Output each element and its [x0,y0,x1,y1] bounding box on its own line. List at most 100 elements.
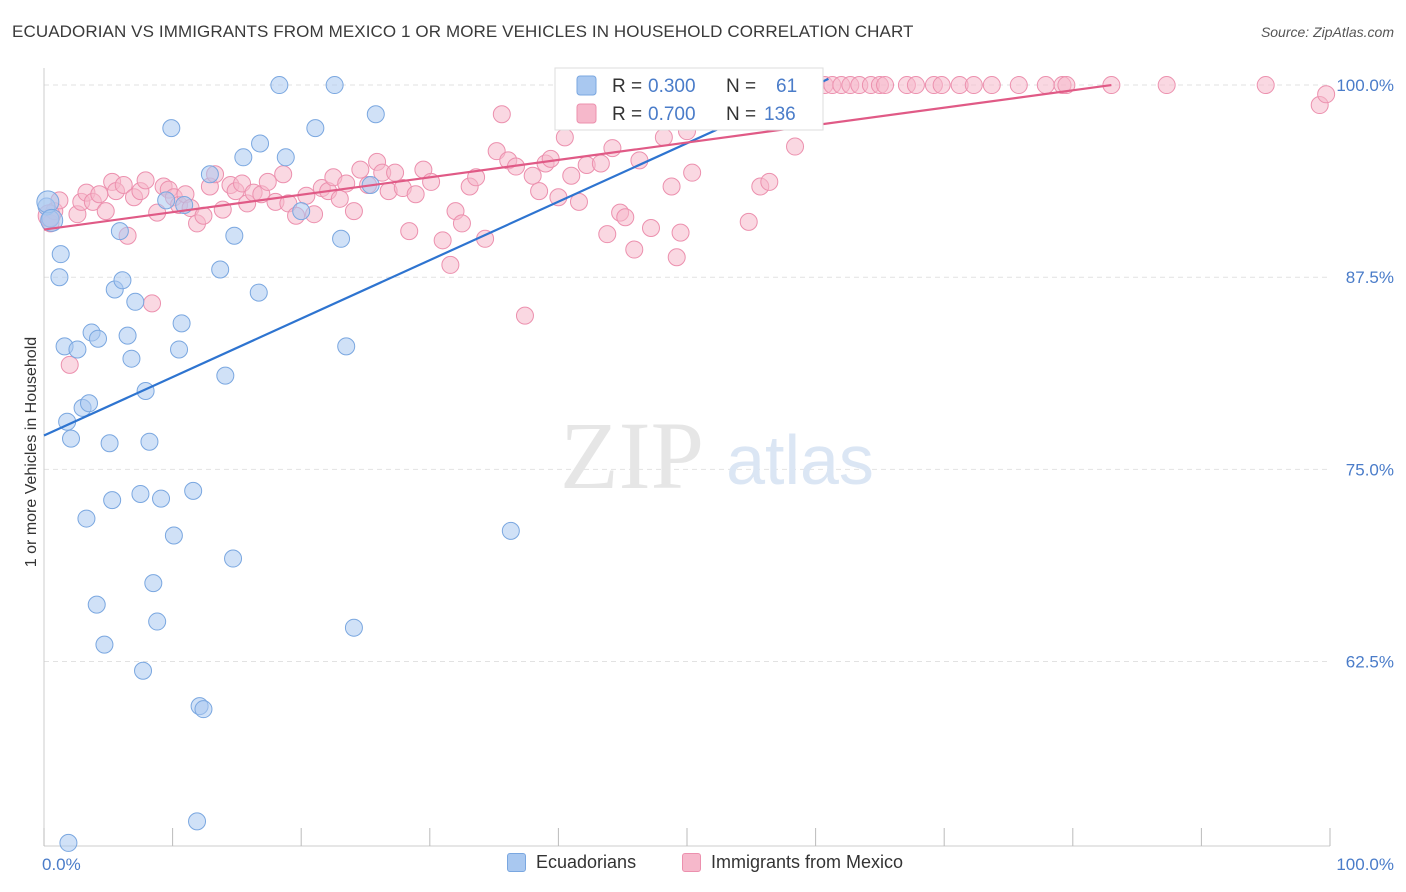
legend-swatch-blue [507,853,526,872]
ecuadorian-point-45 [234,148,253,167]
mexico-point-68 [492,105,511,124]
ecuadorian-point-33 [170,340,189,359]
ecuadorian-point-30 [157,191,176,210]
ecuadorian-point-20 [118,326,137,345]
mexico-point-73 [530,182,549,201]
stats-legend-box [554,67,824,131]
mexico-point-56 [400,222,419,241]
mexico-point-71 [515,306,534,325]
mexico-point-57 [406,185,425,204]
ecuadorian-point-24 [134,661,153,680]
ecuadorian-point-27 [144,574,163,593]
ecuadorian-point-6 [62,429,81,448]
watermark-zip: ZIP [560,402,704,509]
stats-r-value-2: 0.700 [648,104,696,125]
mexico-point-91 [667,248,686,267]
stats-r-label-1: R = [612,76,642,97]
stats-swatch-blue [576,75,597,96]
x-tick-label-left: 0.0% [42,855,81,874]
ecuadorian-point-43 [224,549,243,568]
ecuadorian-point-13 [89,329,108,348]
mexico-point-38 [274,165,293,184]
legend-item-immigrants-from-mexico[interactable]: Immigrants from Mexico [682,852,903,873]
mexico-point-125 [1036,76,1055,95]
mexico-point-54 [386,163,405,182]
mexico-point-90 [662,177,681,196]
bottom-legend: Ecuadorians Immigrants from Mexico [0,852,1406,878]
mexico-point-88 [641,219,660,238]
mexico-point-75 [541,149,560,168]
ecuadorian-point-2 [50,268,69,287]
ecuadorian-point-9 [77,509,96,528]
chart-source: Source: ZipAtlas.com [1260,24,1394,40]
trend-line-immigrants-from-mexico [43,83,1112,231]
mexico-point-60 [433,231,452,250]
x-tick-label-right: 100.0% [1336,855,1394,874]
ecuadorian-point-51 [306,119,325,138]
stats-legend: R = 0.300 N = 61 R = 0.700 N = 136 [554,67,824,131]
mexico-point-124 [1009,76,1028,95]
mexico-point-123 [982,76,1001,95]
ecuadorian-point-50 [292,202,311,221]
mexico-point-16 [136,171,155,190]
ecuadorian-point-41 [211,260,230,279]
stats-r-label-2: R = [612,104,642,125]
ecuadorian-point-42 [216,366,235,385]
mexico-point-122 [964,76,983,95]
mexico-point-132 [1317,85,1336,104]
y-tick-label-3: 62.5% [1346,653,1394,672]
stats-n-value-2: 136 [764,104,796,125]
ecuadorian-point-52 [325,76,344,95]
y-tick-label-0: 100.0% [1336,76,1394,95]
mexico-point-81 [591,154,610,173]
watermark-atlas: atlas [726,421,874,499]
mexico-point-89 [654,128,673,147]
ecuadorian-point-58 [501,521,520,540]
legend-label-immigrants-from-mexico: Immigrants from Mexico [711,852,904,872]
chart-title: ECUADORIAN VS IMMIGRANTS FROM MEXICO 1 O… [12,22,914,41]
ecuadorian-point-26 [140,432,159,451]
trend-lines [43,77,1112,437]
legend-swatch-pink [682,853,701,872]
mexico-point-129 [1157,76,1176,95]
mexico-point-17 [143,294,162,313]
stats-n-label-2: N = [726,104,756,125]
mexico-point-65 [467,168,486,187]
mexico-point-77 [555,128,574,147]
y-axis-label: 1 or more Vehicles in Household [23,336,40,568]
mexico-point-130 [1256,76,1275,95]
stats-swatch-pink [576,103,597,124]
ecuadorian-point-12 [87,595,106,614]
mexico-point-48 [344,202,363,221]
ecuadorian-point-57 [366,105,385,124]
mexico-point-3 [60,355,79,374]
series-ecuadorians [36,76,520,852]
ecuadorian-point-18 [110,222,129,241]
ecuadorian-point-39 [194,700,213,719]
mexico-point-87 [630,151,649,170]
mexico-point-49 [351,160,370,179]
mexico-point-120 [932,76,951,95]
ecuadorian-point-21 [122,349,141,368]
ecuadorian-point-16 [103,491,122,510]
mexico-point-106 [786,137,805,156]
ecuadorian-point-36 [184,481,203,500]
stats-r-value-1: 0.300 [648,76,696,97]
ecuadorian-point-31 [162,119,181,138]
ecuadorian-point-44 [225,226,244,245]
mexico-point-86 [625,240,644,259]
legend-item-ecuadorians[interactable]: Ecuadorians [507,852,636,873]
legend-label-ecuadorians: Ecuadorians [536,852,637,872]
ecuadorian-point-29 [152,489,171,508]
mexico-point-103 [760,172,779,191]
ecuadorian-point-10 [80,394,99,413]
mexico-point-100 [739,212,758,231]
mexico-point-127 [1057,76,1076,95]
ecuadorian-point-55 [344,618,363,637]
ecuadorian-big-point-1 [40,208,64,232]
y-tick-label-1: 87.5% [1346,268,1394,287]
mexico-point-82 [598,225,617,244]
ecuadorian-point-15 [100,434,119,453]
y-tick-label-2: 75.0% [1346,460,1394,479]
